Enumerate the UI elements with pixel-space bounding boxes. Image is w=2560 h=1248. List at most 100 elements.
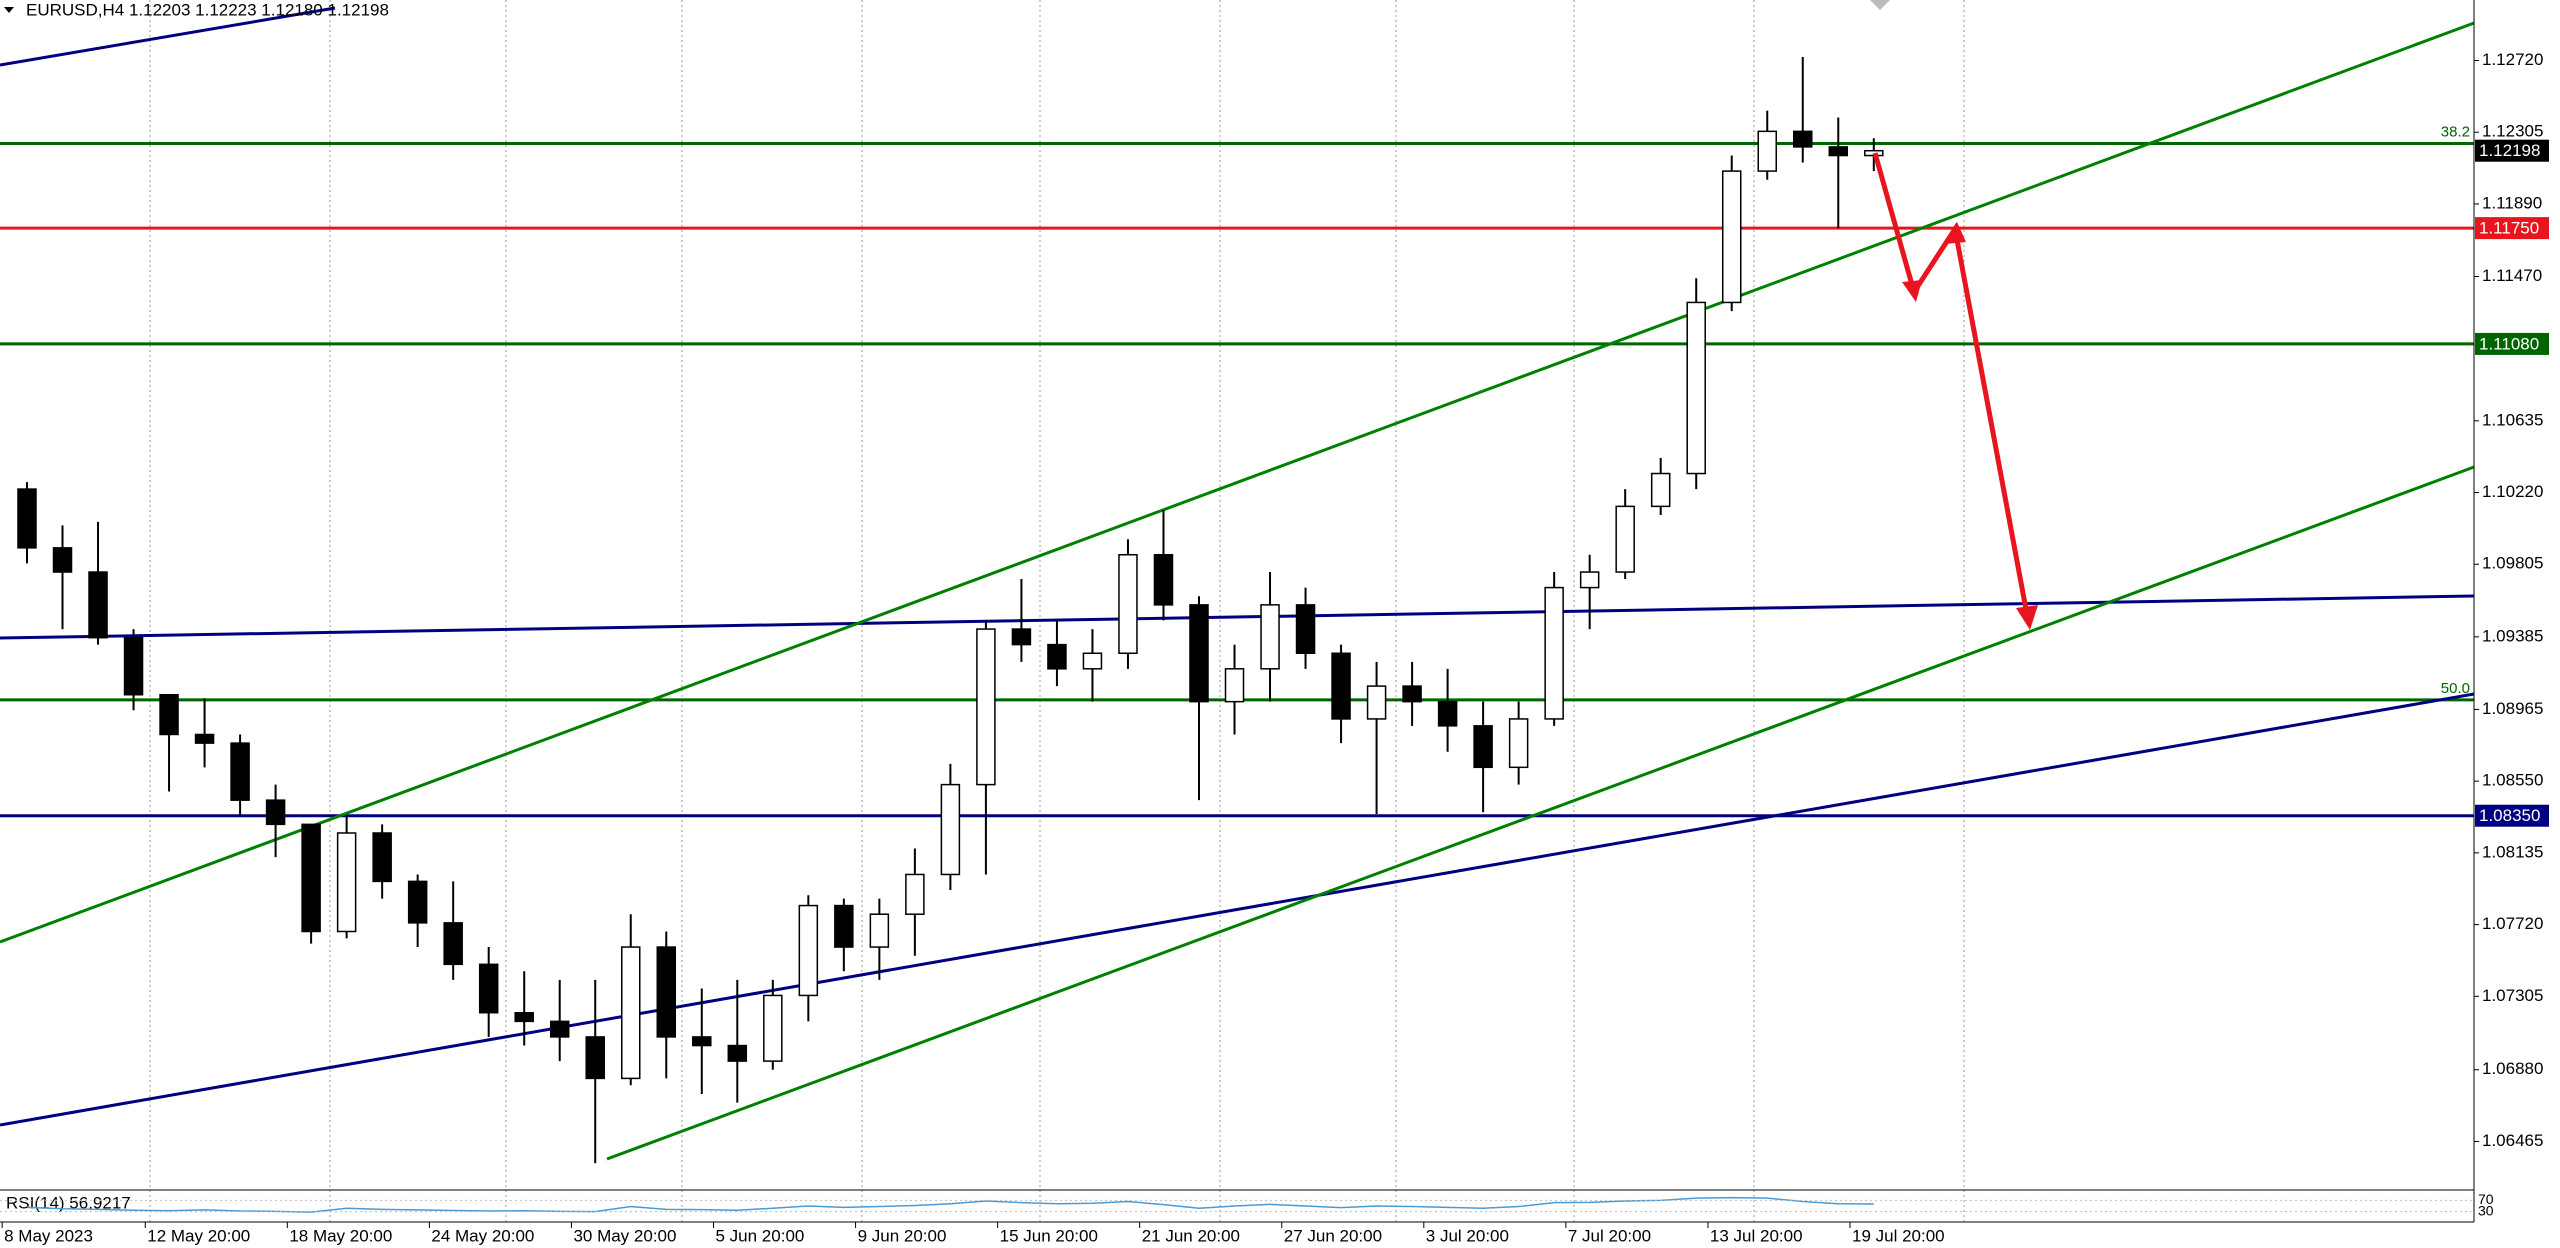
candle-body xyxy=(1437,700,1458,727)
x-tick-label: 18 May 20:00 xyxy=(289,1226,392,1245)
candle-body xyxy=(194,733,215,744)
y-tick-label: 1.09385 xyxy=(2482,626,2543,645)
candle-body xyxy=(1579,571,1600,589)
y-tick-label: 1.12305 xyxy=(2482,122,2543,141)
fib-label: 50.0 xyxy=(2441,680,2470,697)
x-tick-label: 5 Jun 20:00 xyxy=(716,1226,805,1245)
candle-body xyxy=(265,799,286,826)
menu-triangle xyxy=(4,7,14,13)
x-tick-label: 3 Jul 20:00 xyxy=(1426,1226,1509,1245)
x-tick-label: 8 May 2023 xyxy=(4,1226,93,1245)
candle-body xyxy=(1224,668,1245,703)
x-tick-label: 13 Jul 20:00 xyxy=(1710,1226,1803,1245)
y-tick-label: 1.10635 xyxy=(2482,410,2543,429)
trendlines xyxy=(0,6,2475,1161)
trend-line xyxy=(0,594,2475,640)
candle-body xyxy=(159,693,179,736)
price-tag-label: 1.08350 xyxy=(2479,806,2540,825)
rsi-line xyxy=(26,1196,1874,1213)
trend-line xyxy=(0,6,336,67)
levels: 38.2 50.0 xyxy=(0,123,2474,818)
candle-body xyxy=(1508,718,1529,769)
candle-body xyxy=(798,904,819,997)
rsi-tick-label: 70 xyxy=(2478,1191,2494,1207)
marker xyxy=(1870,0,1890,10)
candle-body xyxy=(1366,685,1387,720)
price-tag xyxy=(2475,217,2549,240)
y-tick-label: 1.06880 xyxy=(2482,1059,2543,1078)
candle-body xyxy=(656,946,677,1038)
candle-body xyxy=(692,1036,712,1047)
y-tick-label: 1.12720 xyxy=(2482,50,2543,69)
candle-body xyxy=(1793,130,1813,148)
candle-body xyxy=(976,628,996,786)
candle-body xyxy=(1544,586,1564,720)
vertical-grid xyxy=(149,0,1965,1222)
y-tick-label: 1.09805 xyxy=(2482,554,2543,573)
candle-body xyxy=(763,994,783,1062)
candle-body xyxy=(443,922,463,966)
candle-body xyxy=(1473,725,1493,769)
arrowhead xyxy=(1944,222,1966,244)
candle-body xyxy=(336,832,357,933)
candle-body xyxy=(1828,146,1849,157)
rsi-tick-label: 30 xyxy=(2478,1202,2494,1218)
candle-body xyxy=(88,571,108,639)
price-tag-label: 1.12198 xyxy=(2479,141,2540,160)
channel-line xyxy=(0,21,2475,944)
candle-body xyxy=(1011,628,1032,646)
forecast-path xyxy=(1872,152,2031,621)
candles xyxy=(17,57,1884,1164)
candle-body xyxy=(372,832,392,883)
price-tag xyxy=(2475,139,2549,162)
candle-body xyxy=(621,946,641,1080)
candle-body xyxy=(1118,554,1138,655)
y-tick-label: 1.10220 xyxy=(2482,482,2543,501)
channel-line xyxy=(606,465,2475,1161)
x-tick-label: 30 May 20:00 xyxy=(573,1226,676,1245)
candle-body xyxy=(1153,554,1174,606)
candle-body xyxy=(1189,604,1209,703)
candle-body xyxy=(1331,652,1351,720)
forecast-arrows xyxy=(1870,0,2038,630)
candle-body xyxy=(834,904,854,948)
candle-body xyxy=(52,547,73,573)
x-tick-label: 24 May 20:00 xyxy=(431,1226,534,1245)
candle-body xyxy=(123,636,144,696)
candle-body xyxy=(1686,301,1706,475)
x-tick-label: 27 Jun 20:00 xyxy=(1284,1226,1382,1245)
x-tick-label: 12 May 20:00 xyxy=(147,1226,250,1245)
candle-body xyxy=(1260,604,1280,670)
y-tick-label: 1.11470 xyxy=(2482,266,2542,285)
candle-body xyxy=(1615,505,1635,573)
candle-body xyxy=(1650,472,1671,508)
y-tick-label: 1.08550 xyxy=(2482,771,2543,790)
candle-body xyxy=(549,1020,570,1038)
arrowhead xyxy=(2016,605,2038,630)
price-tag xyxy=(2475,804,2549,827)
price-tag xyxy=(2475,332,2549,355)
fib-label: 38.2 xyxy=(2441,123,2470,140)
candle-body xyxy=(1402,685,1422,703)
trend-line xyxy=(0,692,2475,1127)
y-tick-label: 1.11890 xyxy=(2482,193,2542,212)
candle-body xyxy=(585,1036,605,1080)
candle-body xyxy=(727,1044,748,1062)
candle-body xyxy=(1047,643,1067,670)
y-tick-label: 1.07720 xyxy=(2482,914,2543,933)
candle-body xyxy=(514,1011,534,1023)
y-tick-label: 1.07305 xyxy=(2482,986,2543,1005)
candle-body xyxy=(301,823,321,933)
x-tick-label: 21 Jun 20:00 xyxy=(1142,1226,1240,1245)
candle-body xyxy=(407,880,428,924)
x-tick-label: 15 Jun 20:00 xyxy=(1000,1226,1098,1245)
arrowhead xyxy=(1902,280,1922,302)
candle-body xyxy=(1721,170,1742,304)
x-tick-label: 9 Jun 20:00 xyxy=(858,1226,947,1245)
y-tick-label: 1.06465 xyxy=(2482,1131,2543,1150)
candle-body xyxy=(478,963,499,1014)
